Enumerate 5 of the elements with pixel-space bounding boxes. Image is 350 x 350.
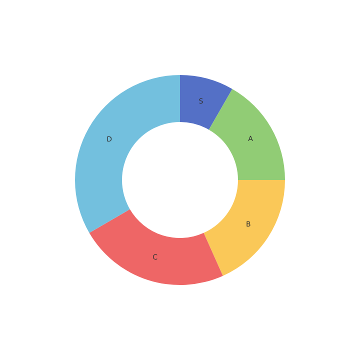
- donut-slice: [204, 180, 285, 276]
- donut-slice: [89, 209, 223, 285]
- donut-slice: [208, 88, 285, 180]
- donut-slice: [180, 75, 232, 130]
- donut-slice: [75, 75, 180, 233]
